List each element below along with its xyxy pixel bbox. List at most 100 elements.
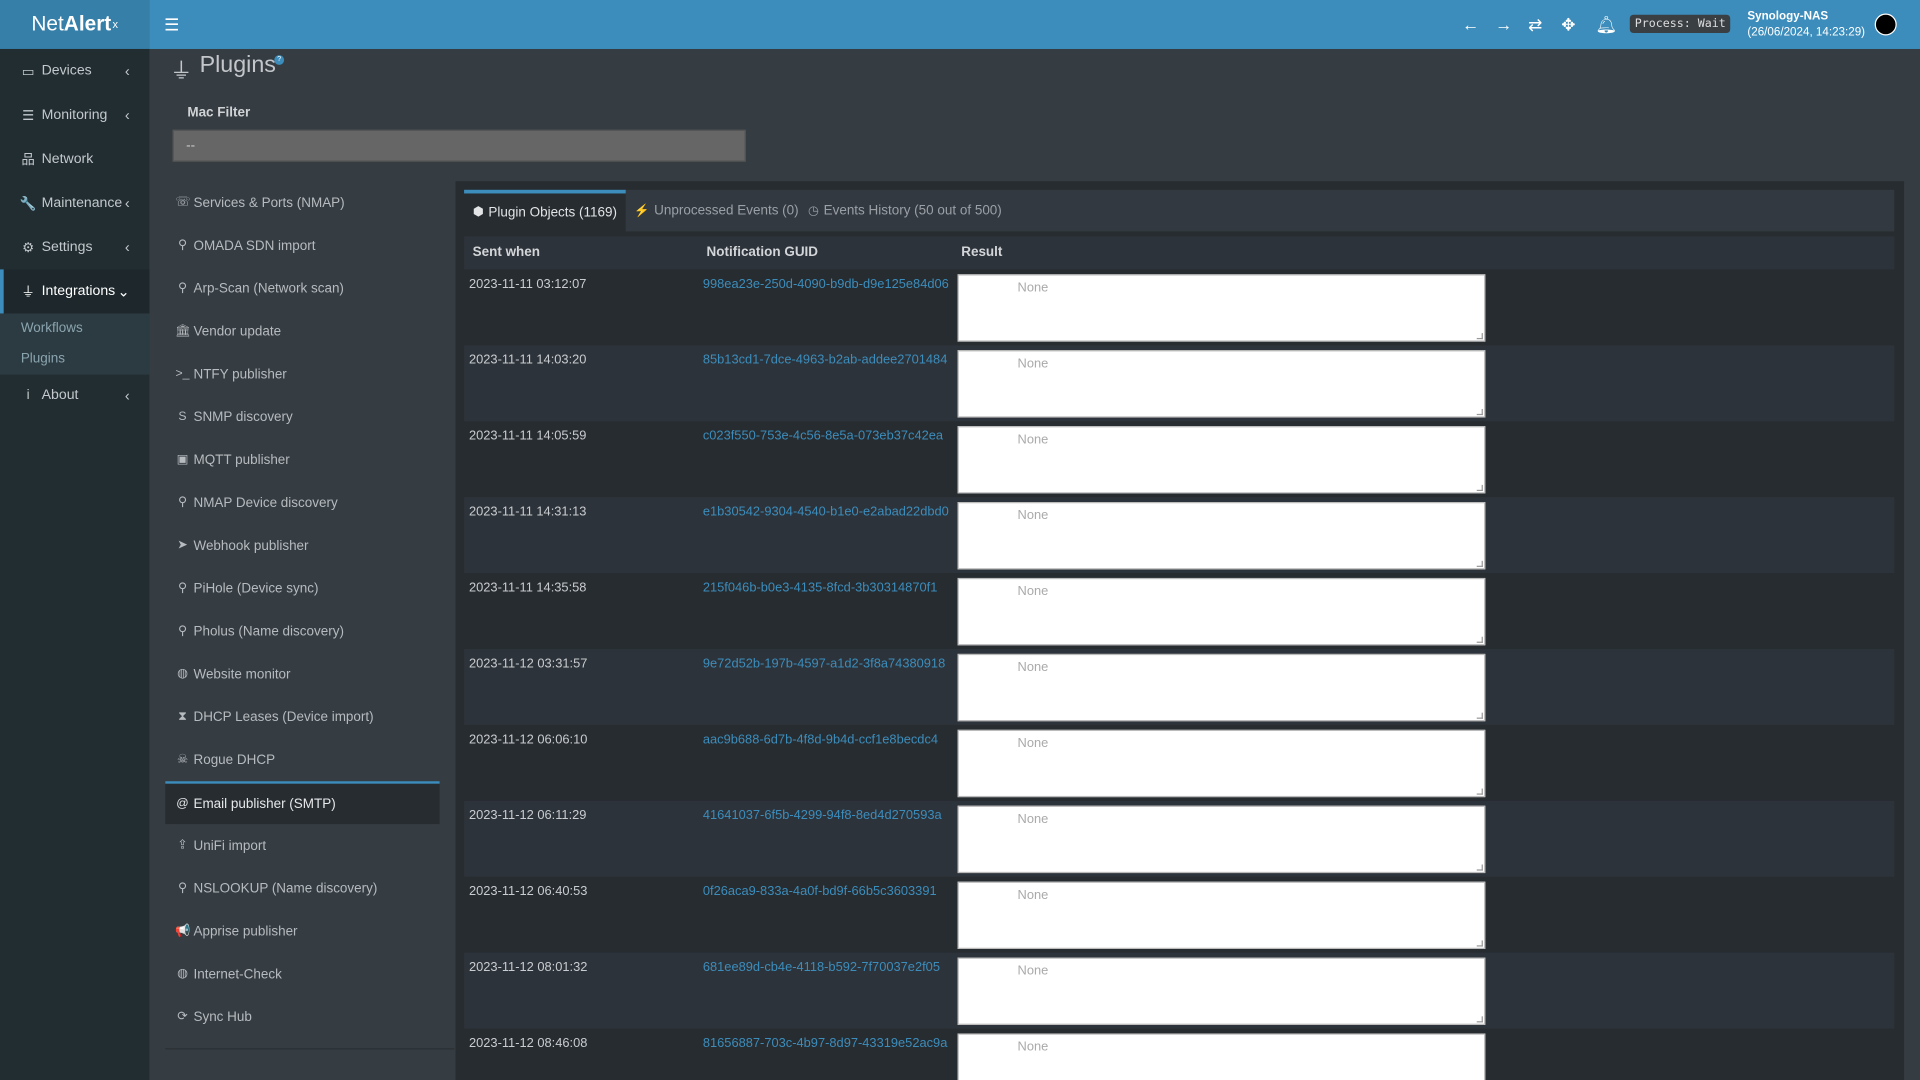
plugin-list-item[interactable]: ➤ Webhook publisher <box>165 524 439 567</box>
table-row: 2023-11-11 03:12:07 998ea23e-250d-4090-b9… <box>464 269 1894 345</box>
result-textarea[interactable]: None <box>957 502 1486 570</box>
sidebar-item-maintenance[interactable]: 🔧 Maintenance ‹ <box>0 181 149 225</box>
notification-guid-link[interactable]: 85b13cd1-7dce-4963-b2ab-addee2701484 <box>702 352 948 368</box>
result-textarea[interactable]: None <box>957 350 1486 418</box>
plugin-list-item[interactable]: ◍ Internet-Check <box>165 953 439 996</box>
notification-guid-link[interactable]: c023f550-753e-4c56-8e5a-073eb37c42ea <box>702 428 944 444</box>
plugin-list-item[interactable]: ⚲ OMADA SDN import <box>165 224 439 267</box>
plugin-list-item[interactable]: >_ NTFY publisher <box>165 353 439 396</box>
plugin-name: NTFY publisher <box>193 366 287 382</box>
table-row: 2023-11-11 14:31:13 e1b30542-9304-4540-b1… <box>464 497 1895 574</box>
notification-guid-link[interactable]: 9e72d52b-197b-4597-a1d2-3f8a74380918 <box>702 656 946 672</box>
table-row: 2023-11-12 06:11:29 41641037-6f5b-4299-94… <box>464 800 1895 877</box>
plugin-name: Internet-Check <box>193 966 282 982</box>
cube-icon: ⬢ <box>472 205 484 220</box>
column-header-guid[interactable]: Notification GUID <box>706 244 819 260</box>
arrow-right-icon[interactable]: → <box>1495 14 1513 35</box>
plugin-name: MQTT publisher <box>193 452 290 468</box>
arrow-left-icon[interactable]: ← <box>1462 14 1480 35</box>
column-header-result[interactable]: Result <box>961 244 1003 260</box>
column-header-sent-when[interactable]: Sent when <box>472 244 541 260</box>
chevron-left-icon[interactable]: ‹ <box>124 62 130 80</box>
plugin-list-item[interactable]: ⇪ UniFi import <box>165 824 439 867</box>
plugin-list-item[interactable]: ☠ Rogue DHCP <box>165 738 439 781</box>
result-textarea[interactable]: None <box>957 577 1486 646</box>
tab-clock[interactable]: ◷ Events History (50 out of 500) <box>807 190 1003 232</box>
result-textarea[interactable]: None <box>957 957 1486 1025</box>
arrows-move-icon[interactable]: ✥ <box>1561 14 1576 35</box>
search-icon: ⚲ <box>177 881 187 896</box>
sent-when-cell: 2023-11-12 08:46:08 <box>468 1035 588 1051</box>
notification-guid-link[interactable]: aac9b688-6d7b-4f8d-9b4d-ccf1e8becdc4 <box>702 732 939 747</box>
sent-when-cell: 2023-11-11 03:12:07 <box>468 276 587 292</box>
sidebar-item-network[interactable]: 品 Network <box>0 137 149 181</box>
table-row: 2023-11-12 06:40:53 0f26aca9-833a-4a0f-bd… <box>464 877 1894 953</box>
laptop-icon: ▭ <box>21 64 35 79</box>
sidebar-item-label: Maintenance <box>41 195 123 211</box>
plugin-list-item[interactable]: ⧗ DHCP Leases (Device import) <box>165 696 439 739</box>
plugin-list-item[interactable]: ⚲ NMAP Device discovery <box>165 481 439 524</box>
result-textarea[interactable]: None <box>957 426 1486 494</box>
tab-cube[interactable]: ⬢ Plugin Objects (1169) <box>464 189 626 232</box>
chevron-down-icon[interactable]: ⌄ <box>117 282 130 301</box>
result-textarea[interactable]: None <box>957 274 1486 342</box>
bank-icon: 🏛 <box>175 324 191 338</box>
plugin-list-item[interactable]: ☏ Services & Ports (NMAP) <box>165 181 439 224</box>
plugin-name: OMADA SDN import <box>193 238 316 253</box>
sidebar-item-integrations[interactable]: ⏚ Integrations ⌄ <box>0 269 150 314</box>
sent-when-cell: 2023-11-12 06:11:29 <box>468 808 587 823</box>
plugin-list-item[interactable]: S SNMP discovery <box>165 396 439 439</box>
notification-guid-link[interactable]: 215f046b-b0e3-4135-8fcd-3b30314870f1 <box>702 580 938 596</box>
chevron-left-icon[interactable]: ‹ <box>124 238 130 256</box>
plugin-list-item[interactable]: 📢 Apprise publisher <box>165 910 439 953</box>
notification-guid-link[interactable]: 41641037-6f5b-4299-94f8-8ed4d270593a <box>702 808 942 823</box>
chevron-left-icon[interactable]: ‹ <box>124 386 130 405</box>
mac-filter-select[interactable]: -- <box>172 129 746 162</box>
plugin-list-item[interactable]: ◍ Website monitor <box>165 653 439 696</box>
plugin-list-item[interactable]: ⚲ Arp-Scan (Network scan) <box>165 267 439 310</box>
chevron-left-icon[interactable]: ‹ <box>124 106 130 124</box>
sidebar-item-about[interactable]: i About ‹ <box>0 373 149 417</box>
plugin-list-item[interactable]: ⚲ NSLOOKUP (Name discovery) <box>165 867 439 910</box>
result-textarea[interactable]: None <box>957 653 1486 722</box>
plugin-list-item[interactable]: ⚲ Pholus (Name discovery) <box>165 610 439 653</box>
clock-icon: ◷ <box>808 203 819 218</box>
refresh-icon[interactable]: ⇄ <box>1528 14 1543 35</box>
plugin-list-item[interactable]: ⟳ Sync Hub <box>165 996 439 1039</box>
plug-icon: ⏚ <box>21 285 35 301</box>
plugin-name: Pholus (Name discovery) <box>193 623 344 639</box>
notification-guid-link[interactable]: 0f26aca9-833a-4a0f-bd9f-66b5c3603391 <box>702 884 937 899</box>
tab-label: Events History (50 out of 500) <box>823 203 1002 218</box>
notification-guid-link[interactable]: 998ea23e-250d-4090-b9db-d9e125e84d06 <box>702 276 949 292</box>
sidebar-item-label: Devices <box>41 63 92 79</box>
sidebar-item-devices[interactable]: ▭ Devices ‹ <box>0 49 149 93</box>
notification-guid-link[interactable]: e1b30542-9304-4540-b1e0-e2abad22dbd0 <box>702 504 949 520</box>
avatar[interactable] <box>1874 13 1897 36</box>
bell-icon[interactable]: 🔔︎ <box>1595 14 1618 35</box>
sidebar-item-monitoring[interactable]: ☰ Monitoring ‹ <box>0 93 149 137</box>
result-textarea[interactable]: None <box>957 881 1486 949</box>
plugin-list-item[interactable]: ⚲ PiHole (Device sync) <box>165 567 439 610</box>
plugin-name: Services & Ports (NMAP) <box>193 195 345 211</box>
submenu-item-plugins[interactable]: Plugins <box>20 351 65 367</box>
sidebar-item-settings[interactable]: ⚙ Settings ‹ <box>0 225 149 269</box>
notification-guid-link[interactable]: 81656887-703c-4b97-8d97-43319e52ac9a <box>702 1035 948 1051</box>
sent-when-cell: 2023-11-12 06:06:10 <box>468 732 588 747</box>
plugin-list-item[interactable]: @ Email publisher (SMTP) <box>165 781 440 825</box>
plugin-name: Vendor update <box>193 323 282 339</box>
result-textarea[interactable]: None <box>957 729 1486 798</box>
plugin-list-item[interactable]: ▣ MQTT publisher <box>165 438 439 481</box>
plugin-list-item[interactable]: 🏛 Vendor update <box>165 310 439 353</box>
chevron-left-icon[interactable]: ‹ <box>124 194 130 212</box>
result-textarea[interactable]: None <box>957 1033 1486 1080</box>
host-name: Synology-NAS <box>1747 9 1829 24</box>
app-logo[interactable]: Net Alert x <box>0 0 150 49</box>
tab-label: Plugin Objects (1169) <box>488 205 617 220</box>
result-textarea[interactable]: None <box>957 805 1486 874</box>
help-icon[interactable]: ? <box>274 55 285 65</box>
menu-icon[interactable]: ☰ <box>164 14 180 35</box>
submenu-item-workflows[interactable]: Workflows <box>20 320 83 336</box>
tab-bolt[interactable]: ⚡ Unprocessed Events (0) <box>631 190 802 232</box>
skull-icon: ☠ <box>176 753 188 767</box>
notification-guid-link[interactable]: 681ee89d-cb4e-4118-b592-7f70037e2f05 <box>702 960 940 975</box>
